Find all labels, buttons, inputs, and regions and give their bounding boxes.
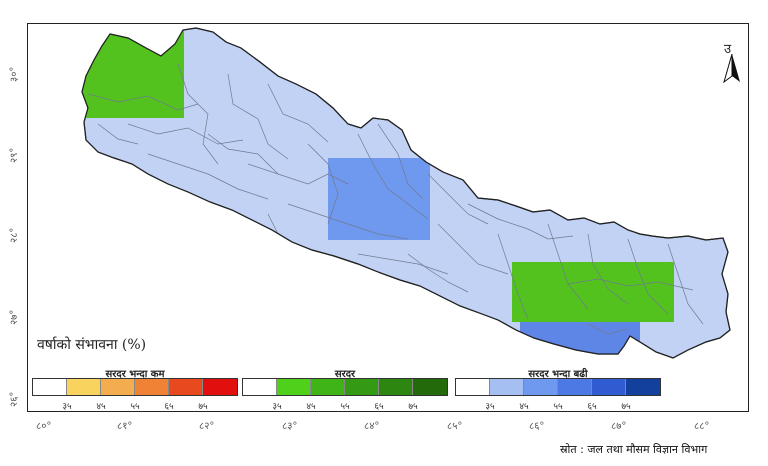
legend-swatch: [243, 379, 277, 395]
legend-group-above-normal: सरदर भन्दा बढी ३५ ४५ ५५ ६५ ७५: [455, 366, 661, 416]
district-boundaries: [87, 63, 704, 335]
lon-label-81: ८१°: [117, 421, 133, 432]
legend-heading-normal: सरदर: [334, 369, 356, 380]
legend-tick: ४५: [306, 402, 316, 412]
lat-label-26: २६°: [9, 391, 20, 407]
source-note: स्रोत : जल तथा मौसम विज्ञान विभाग: [560, 443, 708, 456]
lat-label-30: ३०°: [9, 66, 20, 82]
legend-group-normal: सरदर ३५ ४५ ५५ ६५ ७५: [242, 366, 448, 416]
legend-swatch: [203, 379, 237, 395]
lat-label-29: २९°: [9, 147, 20, 163]
lon-label-80: ८०°: [36, 421, 52, 432]
legend-swatch: [67, 379, 101, 395]
region-far-west-normal: [82, 28, 184, 118]
legend-tick: ७५: [198, 402, 208, 412]
lat-label-27: २७°: [9, 309, 20, 325]
legend-tick: ५५: [553, 402, 563, 412]
region-central-above-normal: [328, 158, 430, 240]
legend-swatch: [311, 379, 345, 395]
legend-tick: ७५: [621, 402, 631, 412]
lon-label-83: ८३°: [282, 421, 298, 432]
north-arrow-icon: [723, 54, 740, 84]
lon-label-85: ८५°: [447, 421, 463, 432]
legend-swatch: [456, 379, 490, 395]
lon-label-82: ८२°: [199, 421, 215, 432]
legend-tick: ५५: [130, 402, 140, 412]
legend-swatch: [524, 379, 558, 395]
legend-tick: ६५: [164, 402, 174, 412]
lon-label-86: ८६°: [529, 421, 545, 432]
legend-heading-above-normal: सरदर भन्दा बढी: [528, 369, 588, 380]
map-frame: [27, 23, 749, 412]
legend-title: वर्षाको संभावना (%): [37, 337, 147, 353]
legend-bar-normal: [242, 378, 448, 396]
nepal-map: [81, 27, 731, 359]
legend-tick: ७५: [408, 402, 418, 412]
lon-label-87: ८७°: [611, 421, 627, 432]
legend-swatch: [379, 379, 413, 395]
legend-swatch: [101, 379, 135, 395]
legend-tick: ६५: [587, 402, 597, 412]
legend-swatch: [135, 379, 169, 395]
legend-swatch: [558, 379, 592, 395]
legend-tick: ४५: [519, 402, 529, 412]
region-southeast-above-normal: [520, 322, 640, 358]
legend-swatch: [277, 379, 311, 395]
legend-bar-below-normal: [32, 378, 238, 396]
lon-label-88: ८८°: [694, 421, 710, 432]
legend-swatch: [626, 379, 660, 395]
legend-swatch: [413, 379, 447, 395]
legend-swatch: [169, 379, 203, 395]
legend-tick: ४५: [96, 402, 106, 412]
legend-swatch: [490, 379, 524, 395]
legend-tick: ५५: [340, 402, 350, 412]
legend-tick: ६५: [374, 402, 384, 412]
legend-heading-below-normal: सरदर भन्दा कम: [105, 369, 165, 380]
legend-swatch: [592, 379, 626, 395]
legend-tick: ३५: [272, 402, 282, 412]
lon-label-84: ८४°: [364, 421, 380, 432]
lat-label-28: २८°: [9, 227, 20, 243]
legend-bar-above-normal: [455, 378, 661, 396]
legend-swatch: [345, 379, 379, 395]
legend-group-below-normal: सरदर भन्दा कम ३५ ४५ ५५ ६५ ७५: [32, 366, 238, 416]
region-east-normal: [512, 262, 674, 322]
country-outline: [81, 27, 731, 359]
legend-tick: ३५: [62, 402, 72, 412]
legend-swatch: [33, 379, 67, 395]
legend-tick: ३५: [485, 402, 495, 412]
north-label: उ: [724, 42, 732, 57]
